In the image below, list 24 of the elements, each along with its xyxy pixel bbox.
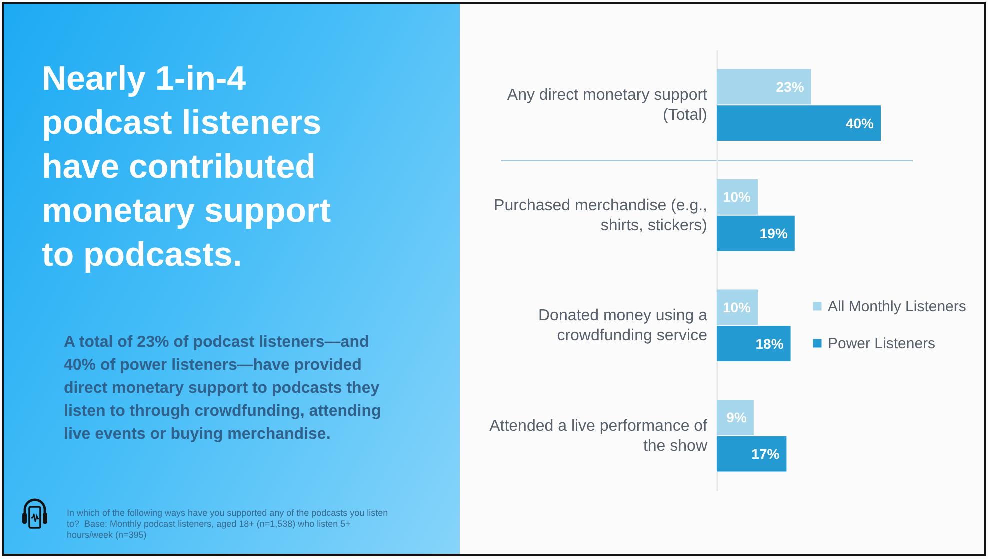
legend-label: All Monthly Listeners: [828, 298, 966, 316]
data-label: 10%: [722, 189, 752, 206]
data-label: 40%: [846, 115, 875, 132]
text: A total of 23% of podcast listeners—and 40% of power listeners—have provided direct monetary support to podcasts they listen to through crowdfunding, attending live events or buying merchandise.: [64, 333, 382, 445]
bar: [717, 106, 881, 141]
bar: [717, 326, 791, 362]
bar: [717, 436, 787, 472]
y-tick-label: Donated money using a crowdfunding service: [538, 308, 708, 345]
y-tick-label: Purchased merchandise (e.g., shirts, stickers): [494, 197, 708, 234]
data-label: 10%: [722, 299, 752, 316]
legend-label: Power Listeners: [828, 336, 936, 352]
data-label: 23%: [776, 78, 805, 95]
data-label: 18%: [756, 336, 784, 352]
data-label: 17%: [752, 446, 780, 462]
text: In which of the following ways have you supported any of the podcasts you listen to? Base: Monthly podcast listeners, aged 18+ (n=1,538) who listen 5+ hours/week (n=395): [67, 508, 390, 541]
data-label: 19%: [760, 226, 788, 242]
data-label: 9%: [726, 410, 748, 426]
bar: [717, 180, 758, 215]
bar: [717, 216, 795, 252]
bar: [717, 69, 812, 105]
bar: [717, 400, 754, 436]
text: Nearly 1-in-4 podcast listeners have contributed monetary support to podcasts.: [42, 59, 332, 276]
y-tick-label: Attended a live performance of the show: [490, 418, 708, 455]
y-tick-label: Any direct monetary support (Total): [507, 87, 708, 124]
